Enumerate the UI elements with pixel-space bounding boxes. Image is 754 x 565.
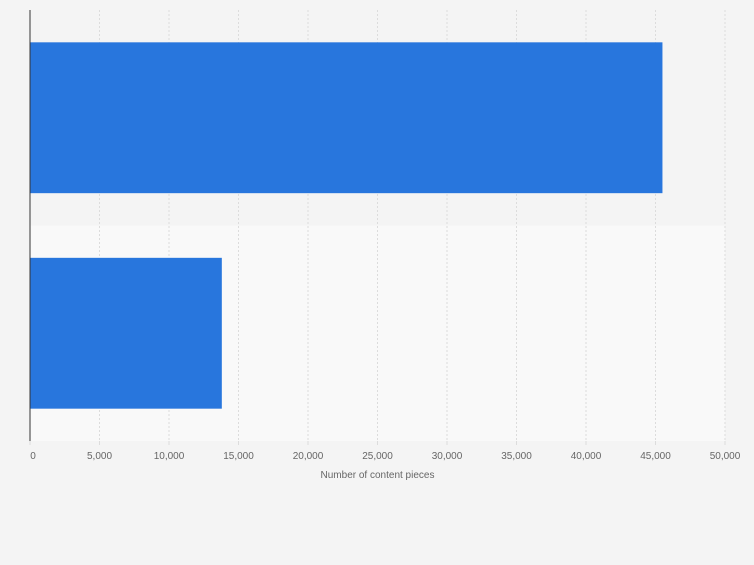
x-tick-label: 25,000 xyxy=(362,451,393,462)
x-tick-label: 50,000 xyxy=(710,451,741,462)
x-tick-label: 35,000 xyxy=(501,451,532,462)
bars xyxy=(30,42,663,409)
x-axis-ticks: 0 5,000 10,000 15,000 20,000 25,000 30,000 35,0… xyxy=(29,441,741,462)
x-tick-label: 15,000 xyxy=(223,451,254,462)
bar[interactable] xyxy=(30,42,663,194)
x-axis-title: Number of content pieces xyxy=(321,470,435,481)
x-tick-label: 10,000 xyxy=(154,451,185,462)
x-tick-label: 30,000 xyxy=(432,451,463,462)
x-tick-label: 20,000 xyxy=(293,451,324,462)
x-tick-label: 0 xyxy=(30,451,36,462)
x-tick-label: 40,000 xyxy=(571,451,602,462)
bar[interactable] xyxy=(30,257,222,409)
x-tick-label: 45,000 xyxy=(640,451,671,462)
x-tick-label: 5,000 xyxy=(87,451,112,462)
